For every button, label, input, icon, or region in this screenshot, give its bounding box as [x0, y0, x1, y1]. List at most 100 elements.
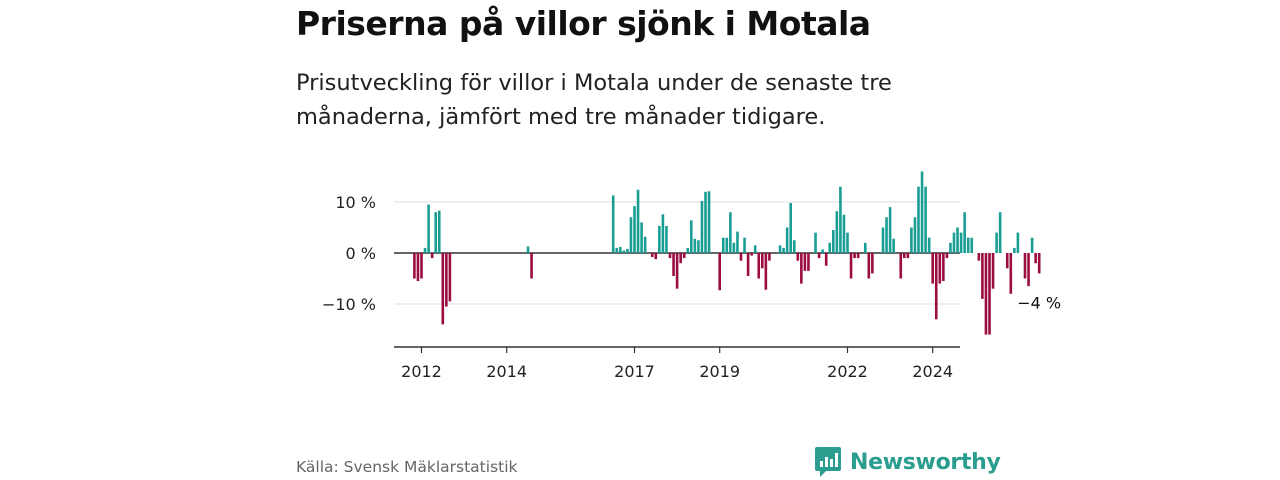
- bar: [682, 253, 686, 259]
- bar: [892, 238, 895, 253]
- bar: [789, 203, 792, 253]
- brand-name: Newsworthy: [850, 449, 1001, 475]
- bar: [629, 217, 633, 253]
- bar: [700, 200, 704, 253]
- source-note: Källa: Svensk Mäklarstatistik: [296, 458, 518, 476]
- bar: [739, 253, 743, 261]
- bar: [782, 247, 785, 253]
- bar: [633, 206, 636, 253]
- bar: [995, 232, 998, 253]
- latest-value-label: −4 %: [1017, 293, 1061, 312]
- chart-title: Priserna på villor sjönk i Motala: [296, 4, 871, 43]
- bar: [636, 189, 640, 253]
- bar: [853, 253, 856, 259]
- bar: [988, 253, 991, 335]
- bar: [690, 220, 693, 253]
- chart-subtitle: Prisutveckling för villor i Motala under…: [296, 70, 892, 130]
- bar: [814, 232, 817, 253]
- bar: [729, 212, 732, 253]
- bar: [665, 225, 668, 253]
- bar: [800, 253, 803, 284]
- bar: [704, 191, 707, 253]
- bar: [885, 217, 888, 253]
- x-tick-label: 2022: [827, 362, 868, 381]
- bar: [686, 247, 690, 253]
- bar: [956, 227, 959, 253]
- bar: [949, 242, 952, 253]
- bar: [1016, 232, 1020, 253]
- bar: [434, 212, 437, 253]
- newsworthy-icon: [815, 447, 841, 477]
- y-tick-label: 0 %: [346, 244, 376, 263]
- bar: [917, 186, 920, 253]
- bar: [437, 210, 441, 253]
- bar: [1027, 253, 1030, 287]
- bar: [1030, 237, 1034, 253]
- bar: [792, 240, 796, 253]
- bar: [445, 253, 448, 307]
- bar: [913, 217, 917, 253]
- bar: [626, 248, 629, 253]
- bar: [750, 253, 753, 256]
- bar: [640, 222, 643, 253]
- bar: [611, 195, 615, 253]
- bar: [824, 253, 828, 266]
- bar: [966, 237, 970, 253]
- bar: [530, 253, 533, 279]
- bar: [888, 207, 892, 253]
- bar: [1013, 247, 1016, 253]
- bar: [420, 253, 423, 279]
- bar: [963, 212, 966, 253]
- bar: [842, 214, 846, 253]
- bar: [430, 253, 434, 259]
- bar: [832, 230, 835, 253]
- bar: [654, 253, 658, 260]
- bar: [707, 191, 711, 253]
- bar: [856, 253, 860, 259]
- bar: [998, 212, 1002, 253]
- bar: [732, 242, 736, 253]
- bar: [526, 246, 530, 253]
- bar: [910, 227, 913, 253]
- bar: [761, 253, 764, 269]
- bar: [679, 253, 682, 264]
- bar: [736, 231, 739, 253]
- bar: [817, 253, 821, 259]
- bar: [945, 253, 949, 259]
- bar: [1037, 253, 1041, 274]
- bar: [718, 253, 721, 291]
- bar: [1023, 253, 1027, 279]
- bar: [942, 253, 945, 282]
- bar: [757, 253, 761, 279]
- bar: [785, 227, 789, 253]
- bar: [643, 236, 647, 253]
- bar: [1005, 253, 1009, 269]
- bar: [768, 253, 771, 261]
- bar: [427, 204, 430, 253]
- x-tick-label: 2019: [699, 362, 740, 381]
- bar: [803, 253, 807, 271]
- y-tick-label: −10 %: [322, 295, 376, 314]
- bar: [622, 250, 626, 253]
- bar: [881, 227, 885, 253]
- x-tick-label: 2012: [401, 362, 442, 381]
- bar: [867, 253, 871, 279]
- bar: [931, 253, 934, 284]
- bar: [675, 253, 679, 289]
- bar: [977, 253, 981, 261]
- bar: [697, 240, 700, 253]
- bar: [619, 246, 622, 253]
- bar: [764, 253, 768, 290]
- bar: [668, 253, 672, 259]
- x-tick-label: 2017: [614, 362, 655, 381]
- bar: [863, 242, 867, 253]
- bar: [991, 253, 995, 289]
- bar: [1009, 253, 1013, 294]
- bar: [970, 237, 974, 253]
- newsworthy-logo[interactable]: Newsworthy: [814, 446, 1001, 478]
- bar: [725, 237, 729, 253]
- bar: [413, 253, 416, 279]
- bar: [796, 253, 800, 261]
- bar: [658, 225, 661, 253]
- bar: [448, 253, 452, 302]
